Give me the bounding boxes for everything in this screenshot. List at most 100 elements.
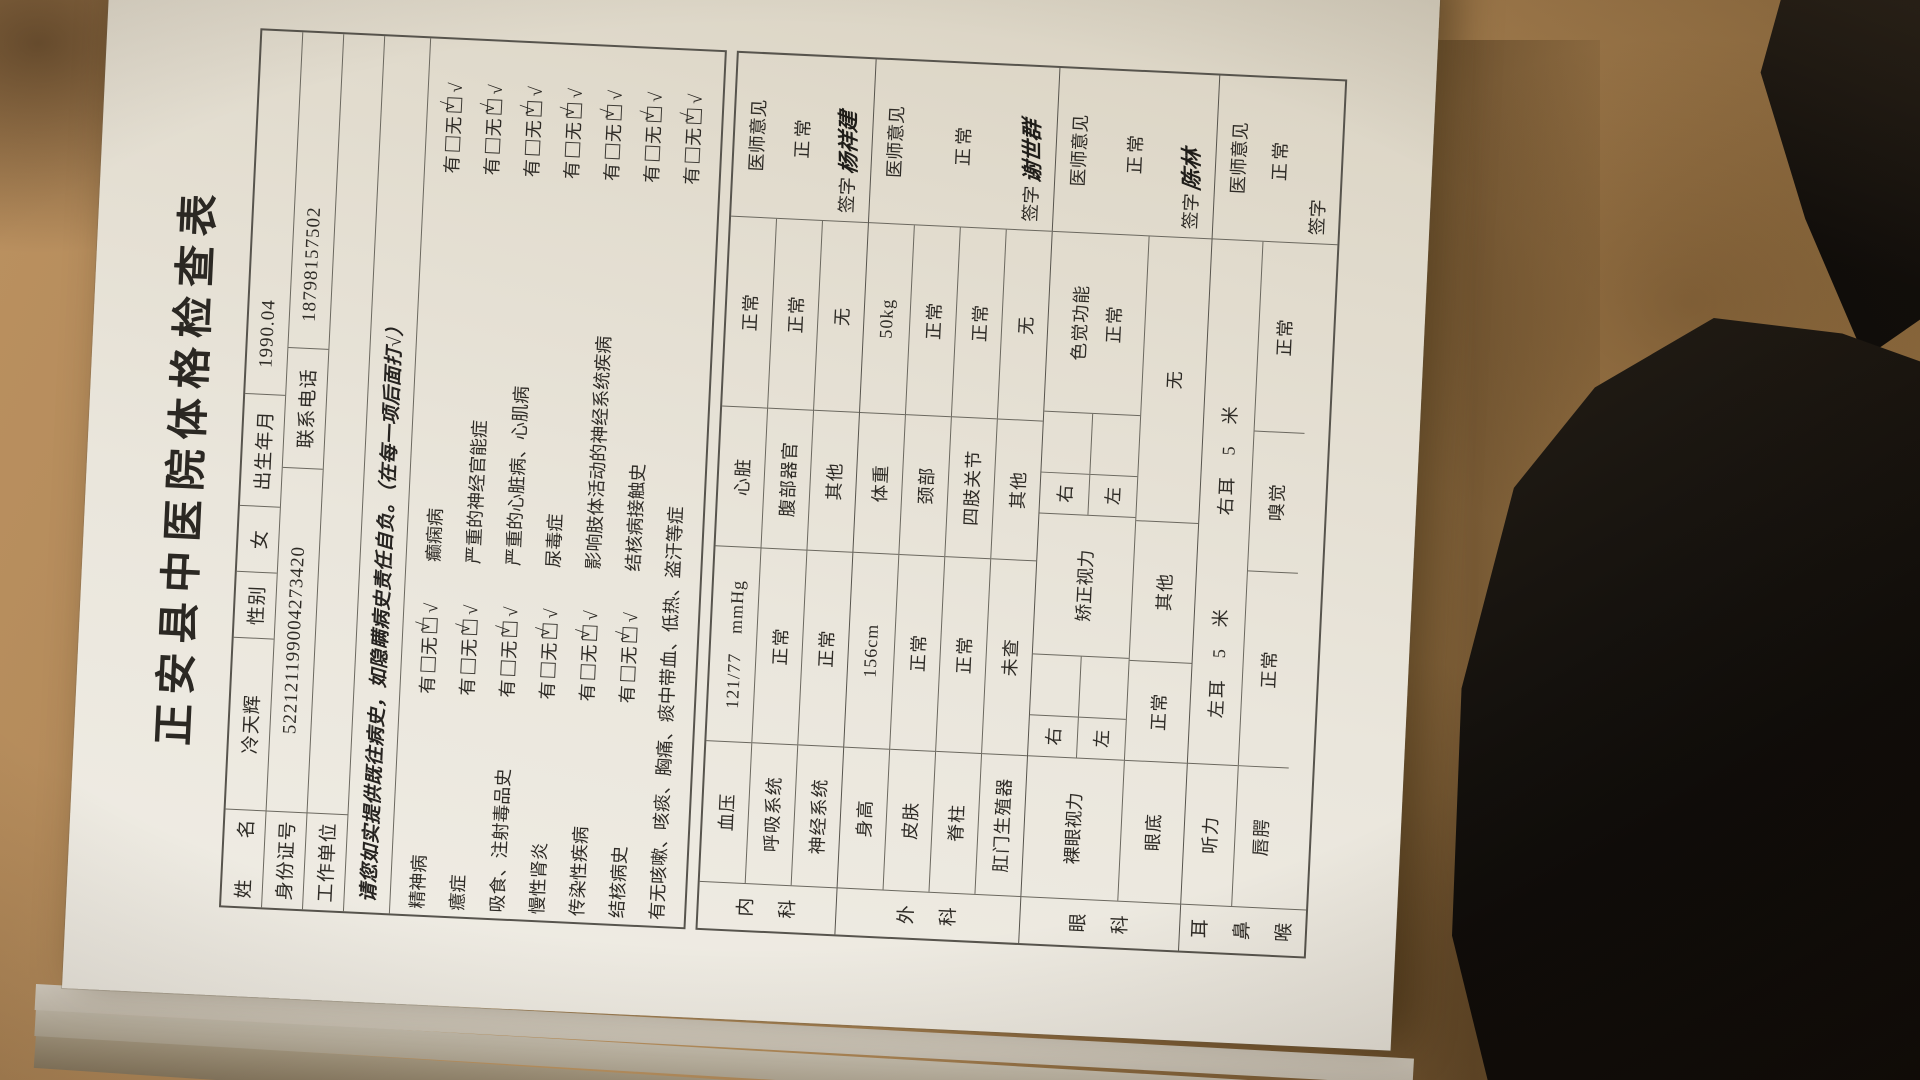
check-icon: √ (540, 608, 562, 620)
check-icon: √ (453, 623, 474, 634)
doctor-opinion-cell: 医师意见 正常 签字陈林 (1052, 68, 1220, 240)
history-item-label: 传染性疾病 (566, 825, 592, 917)
check-icon: √ (525, 85, 546, 97)
color-vision-value: 正常 (1103, 304, 1126, 344)
exam-item-label: 其他 (991, 419, 1043, 562)
right-eye-label: 右 (1054, 484, 1076, 504)
checkbox-unchecked (604, 143, 621, 160)
checkbox-checked: √ (598, 104, 623, 121)
signature-line: 签字陈林 (1173, 146, 1207, 230)
checkbox-checked: √ (573, 625, 598, 641)
history-item-label: 癔症 (447, 874, 469, 911)
none-label: 无 (483, 117, 505, 137)
history-checkbox-group: 有无 √ √ (493, 565, 525, 698)
checkbox-checked: √ (493, 621, 518, 638)
exam-item-label: 其他 (807, 410, 859, 553)
check-icon: √ (493, 625, 514, 636)
opinion-value: 正常 (1269, 138, 1292, 182)
checkbox-checked: √ (438, 97, 463, 113)
checkbox-unchecked (420, 656, 436, 673)
sign-label: 签字 (1307, 198, 1329, 236)
signature-line: 签字谢世群 (1013, 118, 1048, 223)
none-label: 无 (523, 119, 545, 139)
sex-value: 女 (236, 505, 280, 574)
none-label: 无 (683, 127, 705, 147)
none-label: 无 (459, 638, 480, 658)
sex-label: 性别 (233, 571, 277, 640)
corrected-vision-left-value (1088, 413, 1141, 477)
checkbox-checked: √ (518, 100, 543, 117)
none-label: 无 (643, 125, 665, 145)
checkbox-checked: √ (533, 623, 558, 639)
history-item-label: 精神病 (407, 854, 430, 910)
has-label: 有 (681, 166, 703, 186)
exam-item-label: 皮肤 (899, 801, 922, 841)
none-label: 无 (563, 121, 585, 141)
checkbox-unchecked (644, 145, 661, 162)
sign-label: 签字 (1020, 185, 1042, 223)
exam-item-label: 肛门生殖器 (989, 777, 1015, 874)
exam-item-label: 血压 (715, 792, 738, 832)
phone-label: 联系电话 (282, 347, 329, 470)
corrected-vision-right-value (1041, 412, 1091, 474)
check-icon: √ (421, 602, 442, 614)
checkbox-checked: √ (613, 627, 638, 643)
history-checkbox-group: 有无 √ √ (558, 51, 590, 180)
check-icon: √ (637, 110, 658, 122)
has-label: 有 (617, 684, 638, 704)
history-item-label: 吸食、注射毒品史 (487, 768, 514, 913)
check-icon: √ (685, 93, 706, 105)
exam-item-label: 唇腭 (1250, 817, 1273, 857)
exam-item-value: 正常 (1254, 241, 1314, 434)
left-eye-label: 左 (1075, 717, 1126, 760)
opinion-label: 医师意见 (746, 98, 770, 172)
signature-line: 签字 (1303, 196, 1331, 236)
exam-table: 内科 血压 121/77 mmHg 心脏 正常 呼吸系统 正常 腹部器官 正 (695, 50, 1348, 959)
checkbox-unchecked (500, 660, 516, 677)
exam-item-label: 神经系统 (806, 778, 831, 855)
check-icon: √ (612, 630, 634, 642)
birth-label: 出生年月 (239, 393, 286, 508)
section-name: 外科 (895, 904, 960, 927)
name-value: 冷天辉 (225, 637, 274, 812)
exam-item-value: 正常 (1238, 571, 1298, 769)
checkbox-unchecked (580, 664, 596, 680)
history-item-label: 慢性肾炎 (527, 841, 551, 915)
history-checklist: 精神病 有无 √ √ 癫痫病 有无 √ √ 癔症 有无 √ √ 严重的神经官能症 有无 √ √ … (388, 38, 725, 928)
check-icon: √ (485, 84, 507, 95)
left-ear-value: 左耳 5 米 (1206, 606, 1232, 719)
history-checkbox-group: 有无 √ √ (598, 52, 630, 182)
exam-item-label: 眼底 (1142, 812, 1165, 852)
has-label: 有 (561, 160, 583, 180)
check-icon: √ (413, 621, 434, 633)
history-checkbox-group: 有无 √ √ (413, 561, 445, 695)
name-label: 姓 名 (232, 818, 258, 899)
exam-item-label: 体重 (853, 412, 905, 555)
has-label: 有 (497, 679, 519, 699)
check-icon: √ (573, 628, 594, 640)
opinion-value: 正常 (1124, 131, 1146, 175)
color-vision-cell: 色觉功能 正常 (1044, 231, 1149, 417)
history-checkbox-group: 有无 √ √ (637, 54, 670, 184)
right-eye-label: 右 (1043, 726, 1065, 746)
check-icon: √ (533, 626, 554, 638)
check-icon: √ (437, 100, 459, 112)
has-label: 有 (457, 677, 479, 697)
section-name: 眼科 (1067, 912, 1132, 935)
has-label: 有 (417, 675, 439, 695)
signature-line: 签字杨祥建 (829, 110, 864, 214)
history-checkbox-group: 有无 √ √ (613, 571, 645, 704)
exam-item-label: 颈部 (899, 415, 951, 558)
check-icon: √ (461, 604, 482, 616)
check-icon: √ (645, 91, 666, 103)
checkbox-unchecked (620, 665, 636, 682)
opinion-value: 正常 (952, 123, 975, 167)
exam-item-label: 四肢关节 (945, 417, 997, 560)
history-checkbox-group: 有无 √ √ (518, 49, 550, 178)
check-icon: √ (500, 606, 522, 618)
doctor-opinion-cell: 医师意见 正常 签字杨祥建 (731, 52, 876, 224)
has-label: 有 (521, 158, 543, 178)
doctor-signature: 陈林 (1179, 146, 1204, 193)
id-label: 身份证号 (273, 819, 299, 901)
